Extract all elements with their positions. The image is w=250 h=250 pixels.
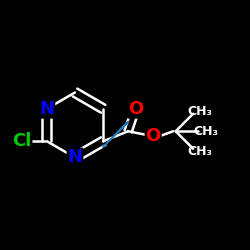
- Text: CH₃: CH₃: [187, 145, 212, 158]
- Text: O: O: [146, 127, 161, 145]
- Text: O: O: [128, 100, 143, 118]
- Text: N: N: [39, 100, 54, 118]
- Text: Cl: Cl: [12, 132, 32, 150]
- Text: N: N: [68, 148, 82, 166]
- Text: CH₃: CH₃: [193, 125, 218, 138]
- Text: CH₃: CH₃: [187, 105, 212, 118]
